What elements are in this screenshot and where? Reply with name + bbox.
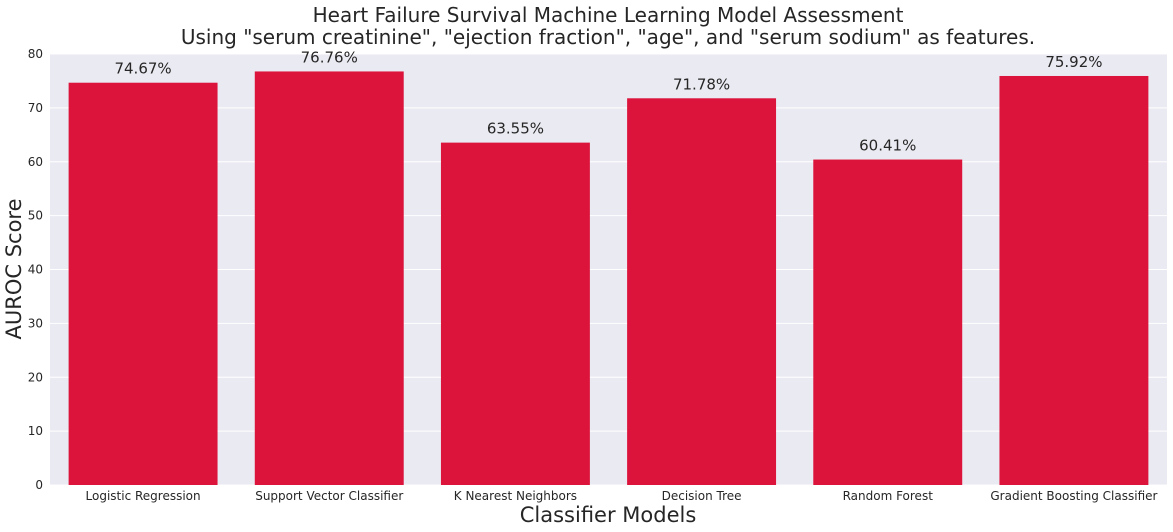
bar: [999, 75, 1149, 485]
data-label: 60.41%: [859, 137, 916, 155]
bar: [813, 159, 963, 485]
x-tick-label: Support Vector Classifier: [255, 489, 403, 503]
x-tick-label: Decision Tree: [662, 489, 742, 503]
bar: [627, 98, 777, 485]
x-tick-label: Random Forest: [843, 489, 934, 503]
bar: [254, 71, 404, 485]
bars: [68, 71, 1149, 485]
y-tick-label: 40: [28, 263, 43, 277]
y-tick-label: 70: [28, 101, 43, 115]
y-tick-label: 30: [28, 316, 43, 330]
data-label: 75.92%: [1045, 53, 1102, 71]
y-axis-ticks: 0 10 20 30 40 50 60 70 80: [28, 47, 43, 492]
x-axis-label: Classifier Models: [520, 503, 697, 527]
y-tick-label: 0: [35, 478, 43, 492]
y-tick-label: 60: [28, 155, 43, 169]
data-label: 71.78%: [673, 75, 730, 93]
chart-subtitle: Using "serum creatinine", "ejection frac…: [181, 25, 1035, 49]
data-label: 76.76%: [301, 48, 358, 66]
bar: [440, 142, 590, 485]
data-labels: 74.67% 76.76% 63.55% 71.78% 60.41% 75.92%: [114, 48, 1102, 154]
grid-lines: [50, 53, 1167, 486]
bar: [68, 82, 218, 485]
data-label: 74.67%: [114, 60, 171, 78]
x-tick-label: K Nearest Neighbors: [454, 489, 577, 503]
y-tick-label: 50: [28, 209, 43, 223]
y-tick-label: 10: [28, 424, 43, 438]
y-axis-label: AUROC Score: [2, 198, 26, 339]
x-tick-label: Logistic Regression: [86, 489, 201, 503]
y-tick-label: 20: [28, 370, 43, 384]
chart-title: Heart Failure Survival Machine Learning …: [313, 3, 904, 27]
x-axis-ticks: Logistic Regression Support Vector Classi…: [86, 489, 1158, 503]
data-label: 63.55%: [487, 120, 544, 138]
x-tick-label: Gradient Boosting Classifier: [990, 489, 1157, 503]
y-tick-label: 80: [28, 47, 43, 61]
